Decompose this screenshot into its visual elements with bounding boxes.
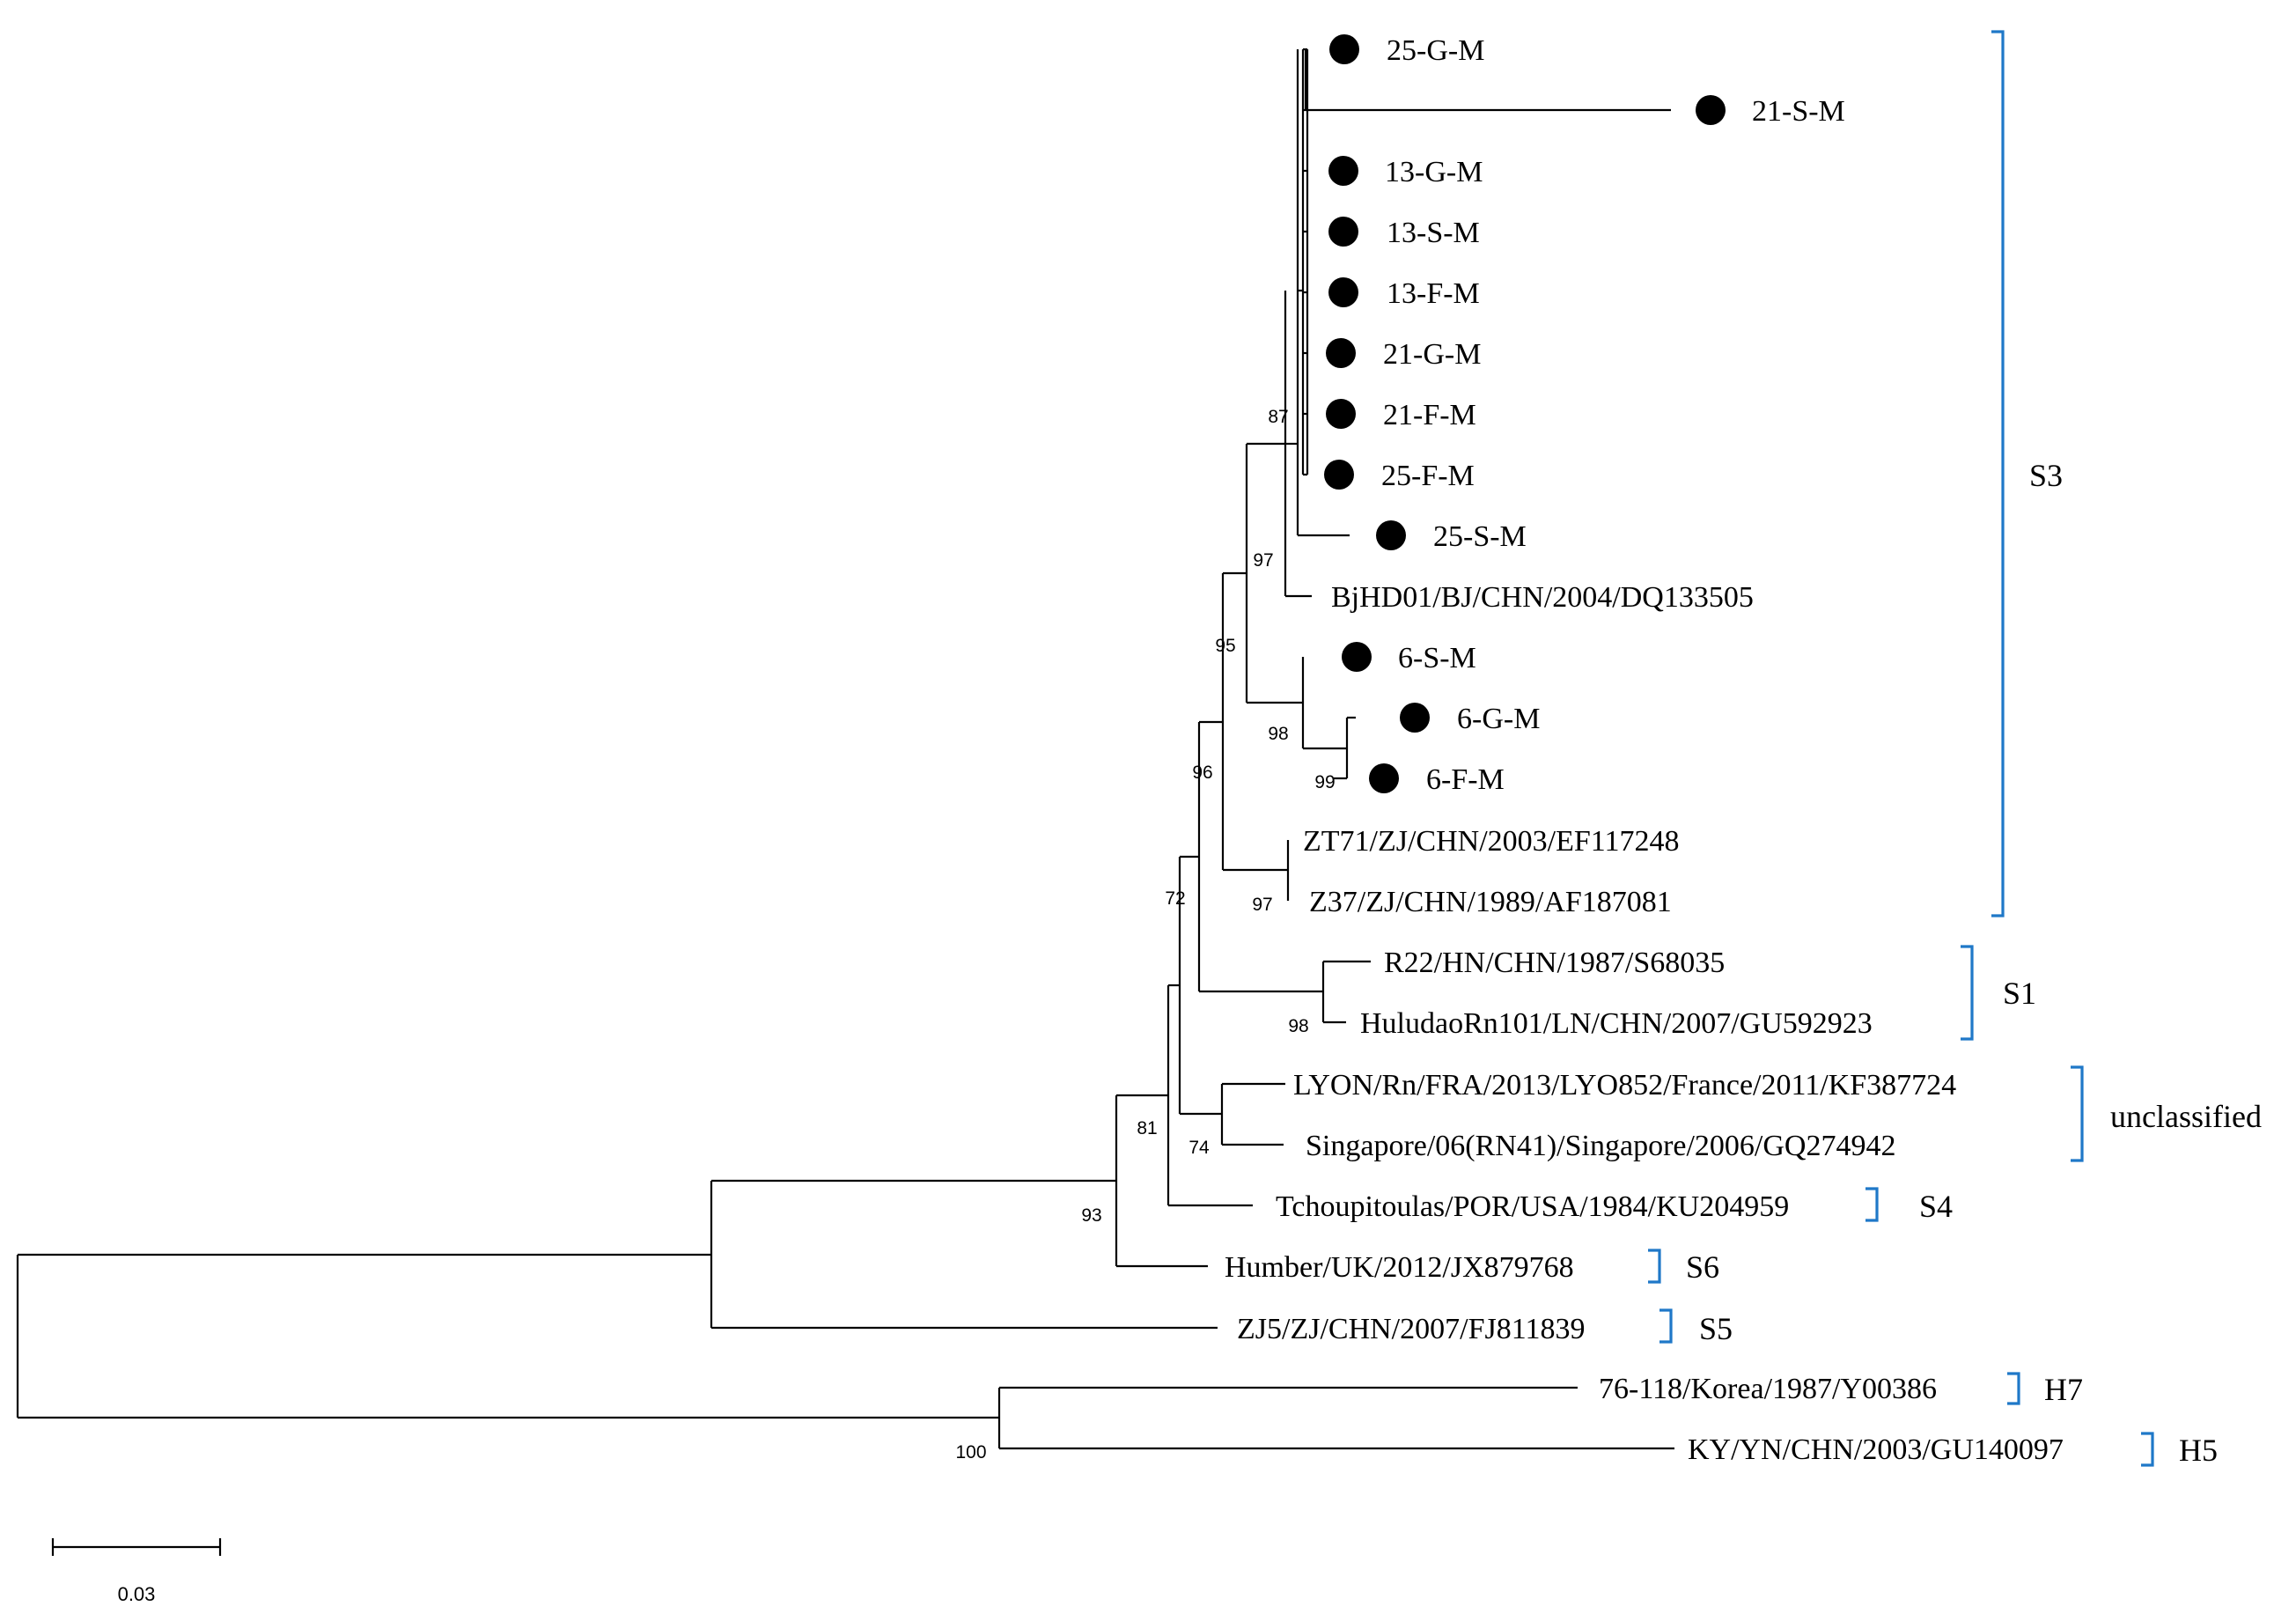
sample-marker <box>1328 217 1358 247</box>
bootstrap-value: 93 <box>1081 1205 1101 1226</box>
leaf-label: 13-S-M <box>1387 217 1480 249</box>
clade-label-H7: H7 <box>2044 1372 2083 1407</box>
sample-marker <box>1326 399 1356 429</box>
leaf-label: ZJ5/ZJ/CHN/2007/FJ811839 <box>1237 1313 1585 1345</box>
sample-marker <box>1328 277 1358 307</box>
tree-branches <box>16 48 1674 1450</box>
leaf-label: R22/HN/CHN/1987/S68035 <box>1384 947 1725 979</box>
clade-label-H5: H5 <box>2179 1433 2218 1468</box>
leaf-label: BjHD01/BJ/CHN/2004/DQ133505 <box>1331 581 1754 614</box>
sample-marker <box>1329 34 1359 64</box>
clade-bracket-S6 <box>1648 1249 1661 1284</box>
leaf-label: 21-G-M <box>1383 338 1481 371</box>
leaf-label: Z37/ZJ/CHN/1989/AF187081 <box>1309 886 1672 918</box>
clade-bracket-H7 <box>2007 1372 2020 1405</box>
leaf-label: 13-G-M <box>1385 156 1483 188</box>
sample-marker <box>1400 703 1430 733</box>
leaf-label: 6-G-M <box>1457 703 1540 735</box>
leaf-label: 25-G-M <box>1387 34 1484 67</box>
leaf-label: 76-118/Korea/1987/Y00386 <box>1599 1373 1937 1405</box>
bootstrap-value: 95 <box>1215 636 1235 656</box>
bootstrap-value: 72 <box>1165 888 1185 909</box>
leaf-labels: 25-G-M 21-S-M 13-G-M 13-S-M 13-F-M 21-G-M 21-F… <box>1225 34 2064 1466</box>
clade-bracket-S1 <box>1961 945 1974 1041</box>
sample-marker <box>1326 338 1356 368</box>
bootstrap-value: 98 <box>1268 724 1288 744</box>
leaf-label: 21-S-M <box>1752 95 1845 128</box>
leaf-label: 13-F-M <box>1387 277 1480 310</box>
bootstrap-value: 81 <box>1137 1118 1157 1138</box>
scale-bar-label: 0.03 <box>118 1583 156 1605</box>
sample-marker <box>1696 95 1726 125</box>
clade-bracket-S3 <box>1991 30 2005 917</box>
clade-label-S4: S4 <box>1919 1189 1953 1224</box>
bootstrap-value: 96 <box>1192 763 1212 783</box>
leaf-label: Tchoupitoulas/POR/USA/1984/KU204959 <box>1276 1190 1789 1223</box>
clade-bracket-H5 <box>2141 1432 2154 1467</box>
sample-marker <box>1369 763 1399 793</box>
sample-marker <box>1324 460 1354 490</box>
leaf-label: Humber/UK/2012/JX879768 <box>1225 1251 1574 1284</box>
clade-bracket-S5 <box>1659 1308 1673 1344</box>
sample-marker <box>1376 520 1406 550</box>
clade-label-S1: S1 <box>2003 976 2036 1011</box>
leaf-label: KY/YN/CHN/2003/GU140097 <box>1688 1433 2064 1466</box>
bootstrap-value: 87 <box>1268 407 1288 427</box>
bootstrap-value: 100 <box>955 1442 986 1463</box>
bootstrap-value: 99 <box>1314 772 1335 792</box>
leaf-label: LYON/Rn/FRA/2013/LYO852/France/2011/KF38… <box>1293 1069 1956 1102</box>
clade-bracket-S4 <box>1866 1187 1879 1222</box>
leaf-label: 25-F-M <box>1381 460 1475 492</box>
leaf-label: 25-S-M <box>1433 520 1527 553</box>
clade-bracket-unclassified <box>2071 1065 2084 1162</box>
clade-label-unclassified: unclassified <box>2110 1099 2262 1134</box>
leaf-label: 6-S-M <box>1398 642 1476 674</box>
leaf-label: 21-F-M <box>1383 399 1476 431</box>
sample-markers <box>1324 34 1726 793</box>
clade-label-S6: S6 <box>1686 1249 1719 1285</box>
leaf-label: ZT71/ZJ/CHN/2003/EF117248 <box>1303 825 1680 858</box>
scale-bar: 0.03 <box>51 1538 222 1605</box>
bootstrap-value: 98 <box>1288 1016 1308 1036</box>
bootstrap-values: 87 97 95 98 99 96 97 72 98 74 81 93 100 <box>955 407 1335 1463</box>
bootstrap-value: 97 <box>1252 895 1272 915</box>
sample-marker <box>1328 156 1358 186</box>
leaf-label: 6-F-M <box>1426 763 1505 796</box>
leaf-label: Singapore/06(RN41)/Singapore/2006/GQ2749… <box>1306 1130 1896 1162</box>
sample-marker <box>1342 642 1372 672</box>
leaf-label: HuludaoRn101/LN/CHN/2007/GU592923 <box>1360 1007 1873 1040</box>
bootstrap-value: 74 <box>1188 1138 1210 1158</box>
clade-brackets: S3 S1 unclassified S4 S6 S5 H7 H5 <box>1648 30 2262 1468</box>
clade-label-S5: S5 <box>1699 1311 1733 1346</box>
clade-label-S3: S3 <box>2029 458 2063 493</box>
bootstrap-value: 97 <box>1253 550 1273 571</box>
